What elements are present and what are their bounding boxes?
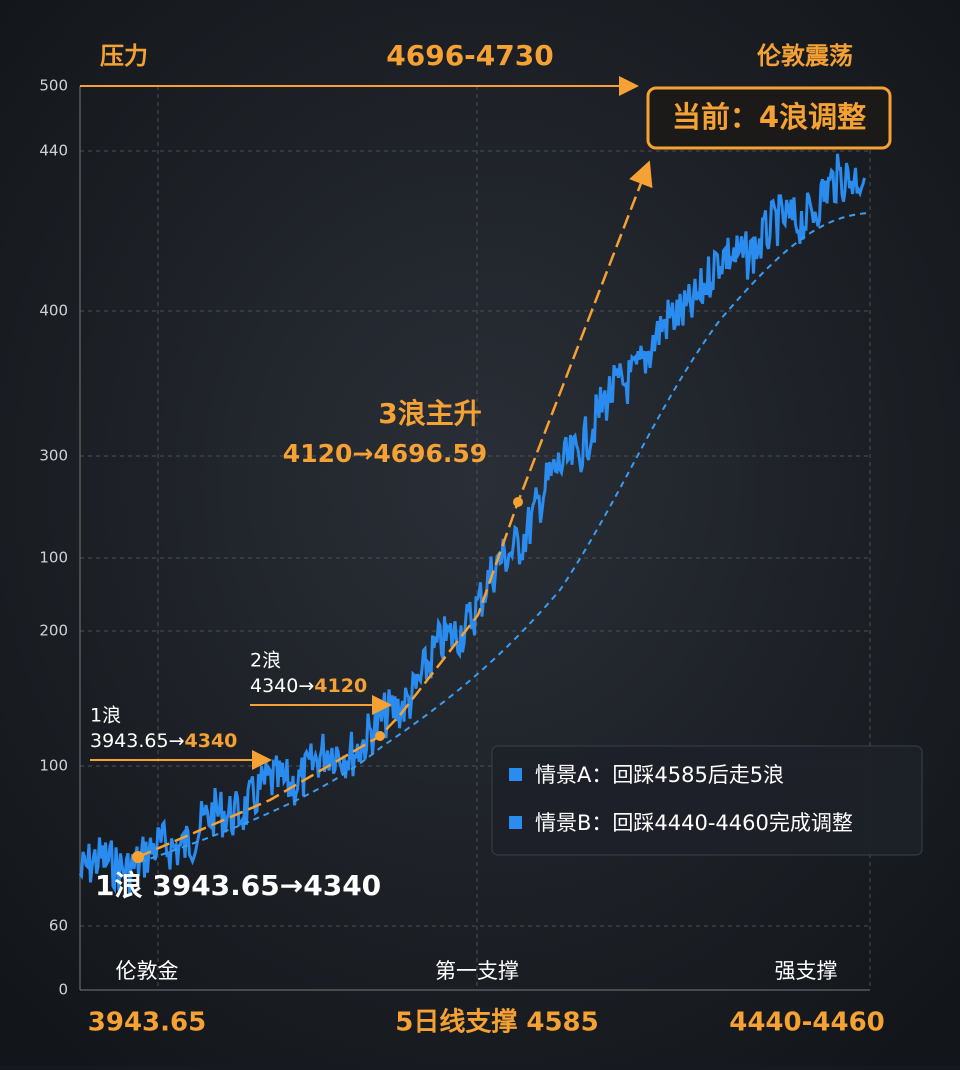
wave1-title: 1浪 bbox=[90, 705, 121, 727]
wave2-to: 4120 bbox=[314, 675, 367, 697]
status-box bbox=[646, 86, 892, 150]
y-label: 200 bbox=[39, 622, 68, 640]
wave3-title: 3浪主升 bbox=[378, 397, 481, 430]
footer-left: 3943.65 bbox=[88, 1008, 206, 1038]
y-labels: 500 440 400 300 100 200 100 60 0 bbox=[39, 77, 68, 999]
wave1-from: 3943.65→ bbox=[90, 730, 185, 752]
price-line bbox=[78, 153, 866, 895]
x-label: 第一支撑 bbox=[435, 959, 519, 983]
y-label: 100 bbox=[39, 549, 68, 567]
y-label: 500 bbox=[39, 77, 68, 95]
y-label: 440 bbox=[39, 142, 68, 160]
y-label: 100 bbox=[39, 757, 68, 775]
legend-swatch bbox=[509, 816, 522, 829]
x-label: 伦敦金 bbox=[116, 959, 179, 983]
legend-swatch bbox=[509, 768, 522, 781]
y-label: 60 bbox=[49, 917, 68, 935]
header-right: 伦敦震荡 bbox=[757, 42, 853, 70]
wave-point bbox=[375, 731, 385, 741]
wave-point bbox=[132, 851, 144, 863]
wave2-from: 4340→ bbox=[250, 675, 314, 697]
y-label: 0 bbox=[58, 981, 68, 999]
wave1-big: 1浪 3943.65→4340 bbox=[95, 869, 381, 902]
legend-item: 情景A：回踩4585后走5浪 bbox=[535, 763, 784, 787]
legend bbox=[491, 745, 923, 856]
status-text: 当前：4浪调整 bbox=[672, 100, 866, 134]
wave1-range: 3943.65→4340 bbox=[90, 730, 237, 752]
trend-curve bbox=[139, 212, 871, 863]
wave-point bbox=[513, 497, 523, 507]
footer-right: 4440-4460 bbox=[729, 1008, 885, 1038]
wave2-range: 4340→4120 bbox=[250, 675, 367, 697]
legend-item: 情景B：回踩4440-4460完成调整 bbox=[535, 811, 853, 835]
wave1-to: 4340 bbox=[185, 730, 238, 752]
wave2-title: 2浪 bbox=[250, 650, 281, 672]
y-label: 300 bbox=[39, 447, 68, 465]
x-label: 强支撑 bbox=[775, 959, 838, 983]
header-center: 4696-4730 bbox=[386, 39, 553, 72]
wave3-range: 4120→4696.59 bbox=[283, 439, 487, 468]
footer-center: 5日线支撑 4585 bbox=[395, 1008, 599, 1038]
header-left: 压力 bbox=[100, 42, 148, 70]
y-label: 400 bbox=[39, 302, 68, 320]
